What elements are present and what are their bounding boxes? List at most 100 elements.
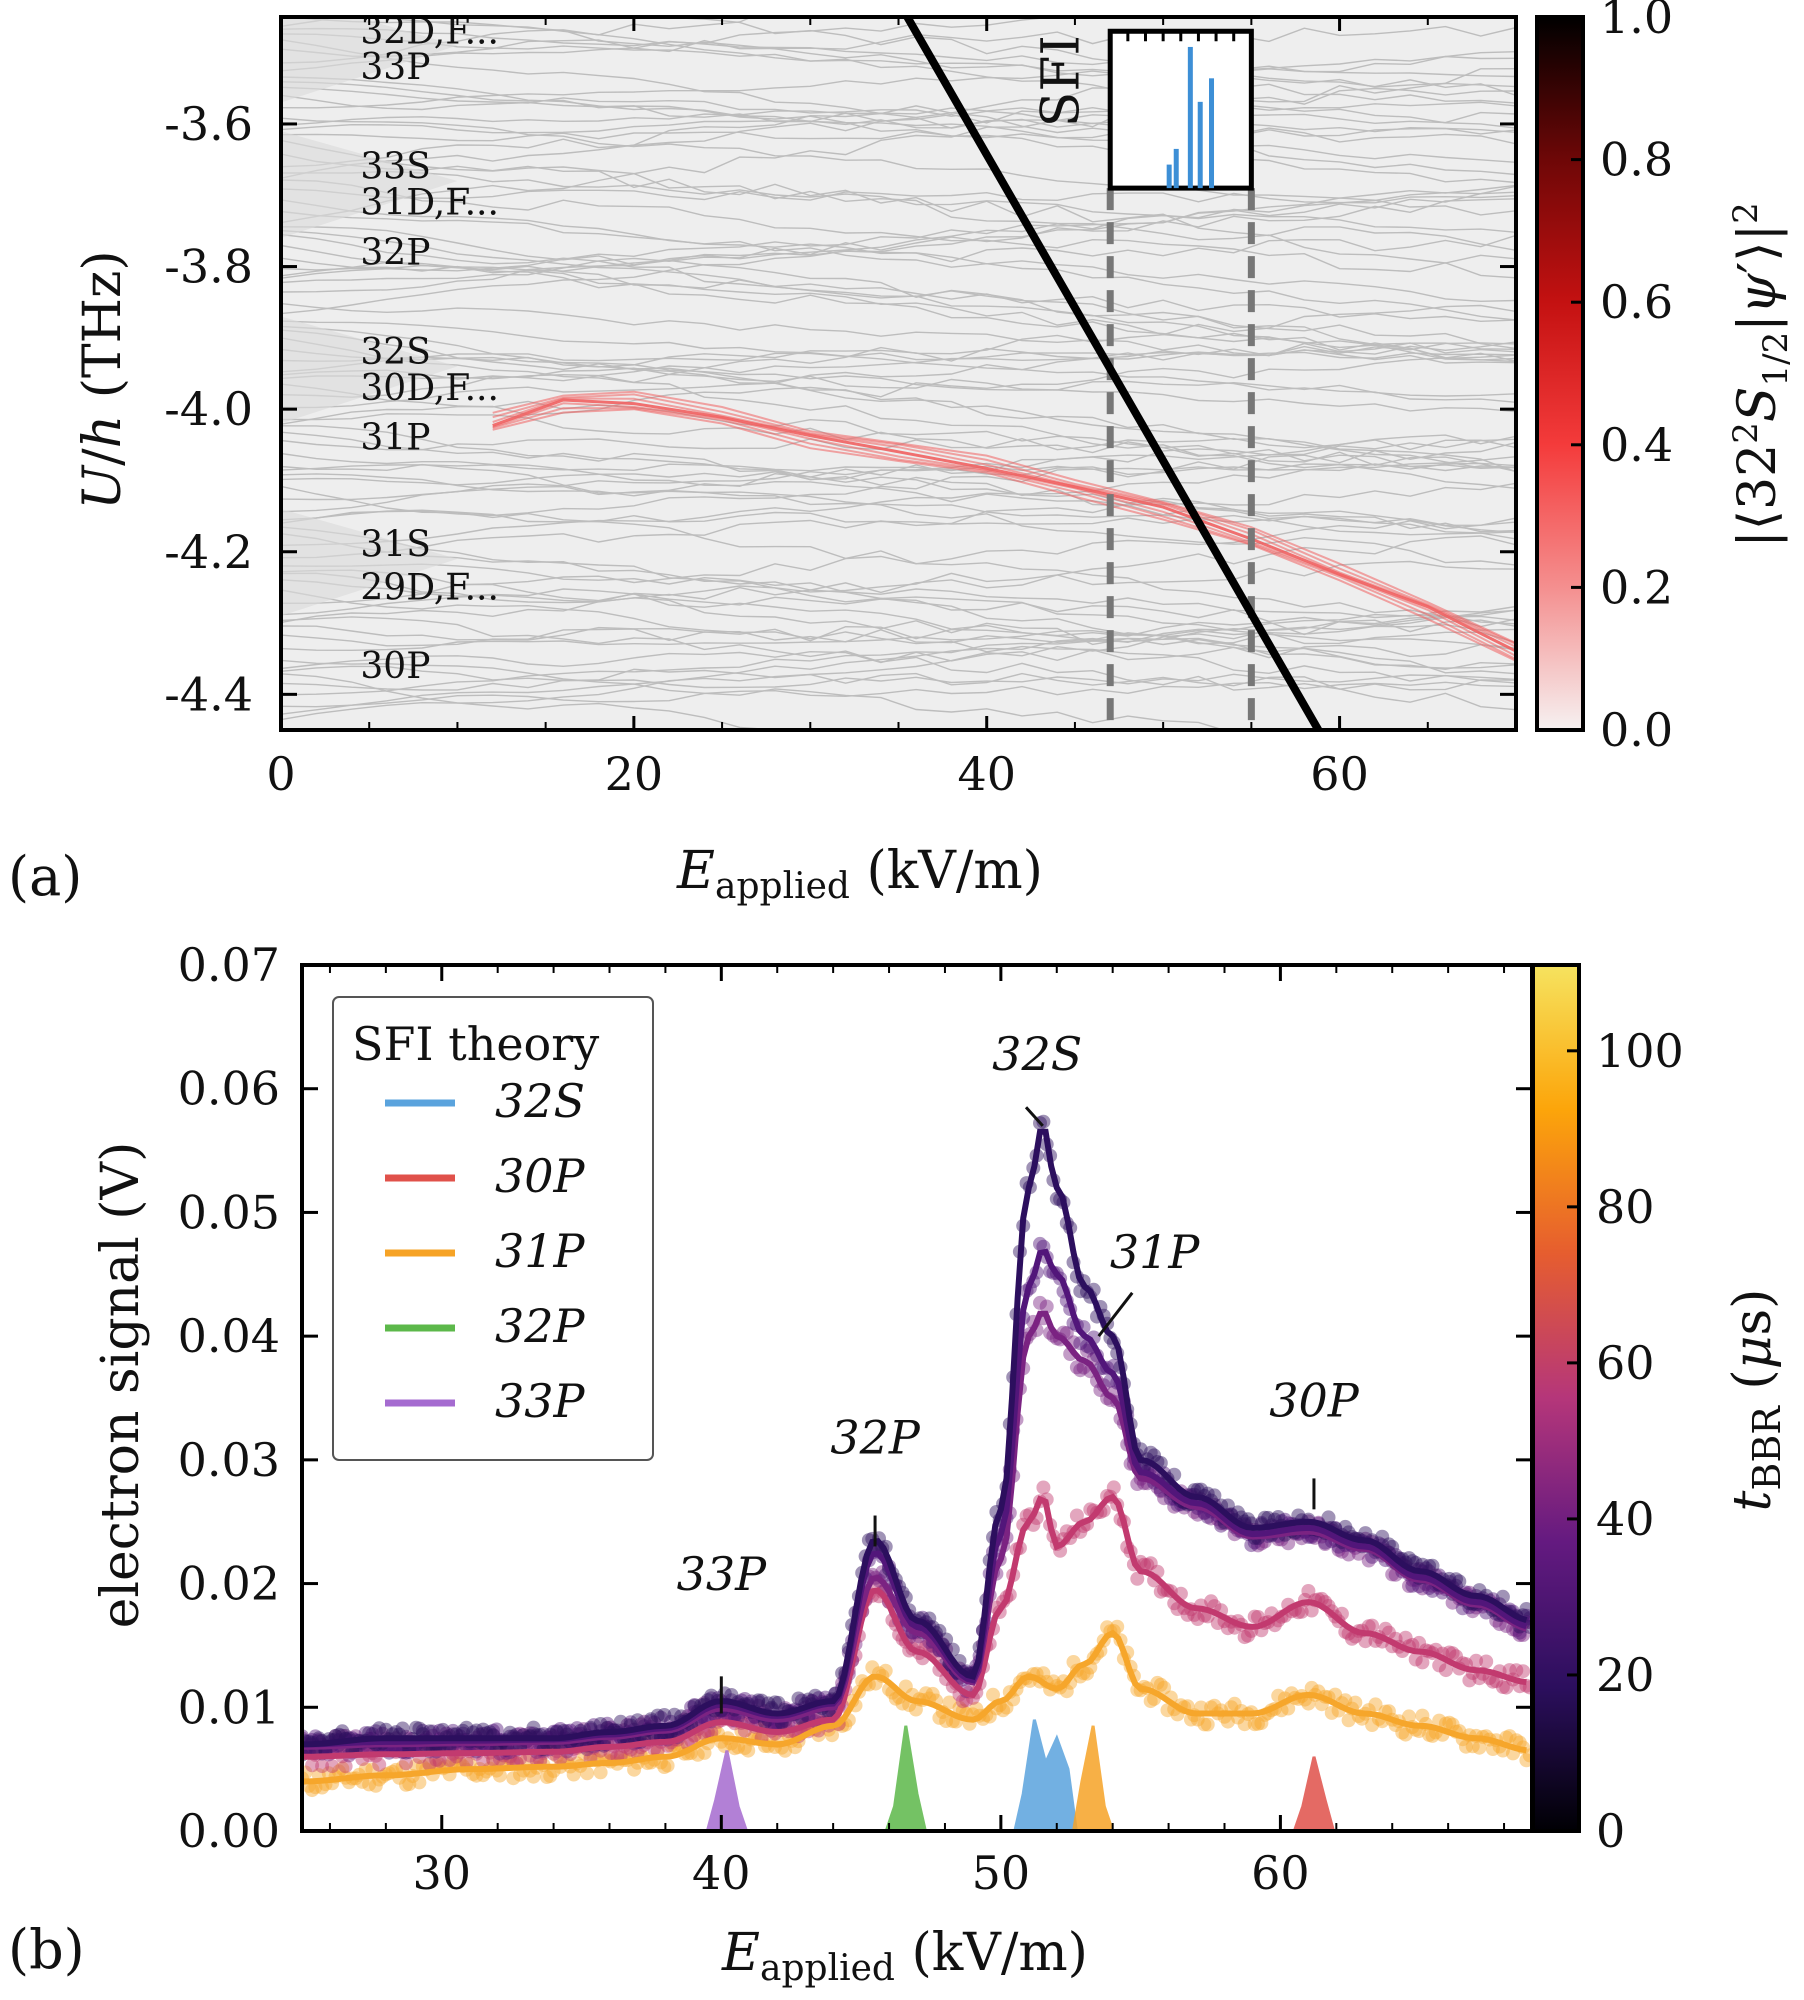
data-point xyxy=(1244,1538,1259,1553)
stark-line xyxy=(281,352,1516,425)
inset-bar xyxy=(1187,46,1193,189)
data-point xyxy=(422,1757,437,1772)
state-label: 29D,F... xyxy=(360,567,499,608)
data-point xyxy=(422,1724,437,1739)
data-point xyxy=(1402,1579,1416,1593)
sfi-theory-peak xyxy=(1292,1756,1336,1831)
stark-line xyxy=(281,673,1516,691)
data-point xyxy=(1304,1603,1319,1618)
stark-line xyxy=(281,665,1516,691)
data-point xyxy=(1318,1537,1333,1551)
panel-b-x-ticks: 30 40 50 60 xyxy=(328,965,1506,1900)
data-point xyxy=(1237,1717,1252,1732)
data-point xyxy=(1445,1646,1460,1661)
data-point xyxy=(627,1762,642,1777)
data-point xyxy=(1271,1688,1286,1703)
stark-line xyxy=(281,609,1516,721)
data-point xyxy=(653,1710,668,1725)
data-point xyxy=(808,1688,823,1703)
state-label: 31D,F... xyxy=(360,182,499,223)
data-point xyxy=(1254,1716,1269,1730)
stark-line xyxy=(281,257,1516,360)
data-point xyxy=(727,1741,742,1756)
data-point xyxy=(459,1755,474,1770)
data-point xyxy=(1509,1733,1524,1748)
data-point xyxy=(1220,1714,1235,1729)
peak-annotation-line xyxy=(1024,1106,1044,1127)
data-point xyxy=(1247,1609,1262,1624)
highlighted-state-strand xyxy=(492,397,1516,648)
data-point xyxy=(362,1777,377,1792)
manifold-fan xyxy=(281,131,458,239)
data-point xyxy=(1509,1663,1524,1678)
data-point xyxy=(1271,1510,1286,1524)
data-point xyxy=(1230,1505,1245,1520)
data-point xyxy=(1334,1544,1349,1559)
stark-line xyxy=(281,33,1516,88)
stark-line xyxy=(365,17,1516,129)
data-point xyxy=(623,1715,638,1730)
manifold-fan xyxy=(281,17,458,103)
inset-bar xyxy=(1209,78,1215,189)
colorbar-tick-label: 0.2 xyxy=(1600,560,1673,614)
data-point xyxy=(1472,1740,1487,1755)
y-tick-label: -4.4 xyxy=(164,667,253,721)
data-point xyxy=(1210,1616,1225,1630)
colorbar-tick-label: 100 xyxy=(1596,1024,1684,1078)
data-point xyxy=(1147,1448,1162,1463)
panel-a-y-ticks: -3.6 -3.8 -4.0 -4.2 -4.4 xyxy=(164,97,1516,721)
data-point xyxy=(724,1688,739,1702)
data-point xyxy=(1251,1716,1265,1731)
data-point xyxy=(358,1762,373,1777)
stark-line xyxy=(281,244,1516,361)
y-tick-label: 0.04 xyxy=(178,1309,280,1363)
data-point xyxy=(1442,1715,1457,1730)
y-tick-label: 0.03 xyxy=(178,1433,280,1487)
stark-line xyxy=(281,51,1516,179)
data-point xyxy=(1294,1604,1309,1619)
stark-line xyxy=(281,87,1516,168)
data-point xyxy=(1365,1618,1380,1633)
inset-bar xyxy=(1166,164,1172,189)
stark-line xyxy=(281,533,1516,649)
panel-a-x-axis-label: Eapplied (kV/m) xyxy=(676,841,1043,907)
data-point xyxy=(469,1768,484,1783)
data-point xyxy=(432,1723,447,1738)
data-point xyxy=(593,1765,608,1780)
stark-line xyxy=(281,673,779,730)
data-point xyxy=(549,1724,564,1739)
data-point xyxy=(1465,1604,1480,1619)
data-point xyxy=(302,1765,313,1780)
data-point xyxy=(593,1717,608,1731)
panel-a: SFI 32D,F...33P33S31D,F...32P32S30D,F...… xyxy=(8,0,1796,908)
stark-line xyxy=(281,304,1516,398)
sfi-theory-peak xyxy=(705,1750,749,1831)
data-point xyxy=(305,1758,320,1773)
stark-line xyxy=(281,535,1516,624)
legend-label: 31P xyxy=(495,1224,586,1278)
panel-b-y-ticks: 0.00 0.01 0.02 0.03 0.04 0.05 0.06 0.07 xyxy=(178,938,1532,1858)
panel-a-dashed-window xyxy=(1106,188,1255,730)
panel-b-label: (b) xyxy=(8,1918,85,1981)
data-point xyxy=(1247,1717,1262,1732)
data-point xyxy=(1069,1360,1084,1375)
data-point xyxy=(1495,1680,1510,1694)
data-point xyxy=(1405,1554,1420,1569)
data-point xyxy=(1328,1687,1343,1702)
data-point xyxy=(1036,1480,1051,1495)
sfi-line xyxy=(903,15,1322,732)
series-line xyxy=(302,1493,1527,1760)
colorbar-tick-label: 60 xyxy=(1596,1336,1655,1390)
data-point xyxy=(1153,1677,1168,1692)
legend-title: SFI theory xyxy=(352,1017,599,1071)
state-label: 33P xyxy=(360,47,430,88)
stark-line xyxy=(281,520,1516,604)
stark-line xyxy=(281,39,1516,176)
data-point xyxy=(600,1716,615,1731)
data-point xyxy=(1415,1708,1430,1723)
legend-entries: 32S 30P 31P 32P 33P xyxy=(385,1074,586,1428)
stark-line xyxy=(281,191,1516,279)
stark-line xyxy=(281,188,1516,204)
data-point xyxy=(1492,1617,1507,1632)
state-label: 31P xyxy=(360,418,430,459)
